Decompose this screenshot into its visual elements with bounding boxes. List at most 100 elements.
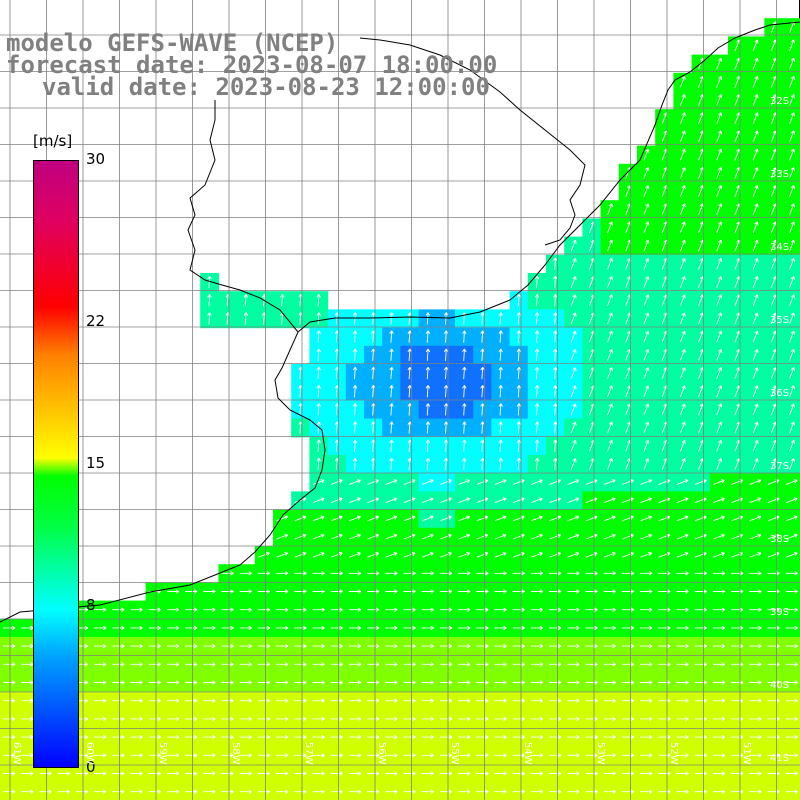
wind-arrow — [94, 789, 107, 794]
wind-arrow — [458, 625, 471, 631]
wind-arrow — [679, 348, 686, 361]
wind-arrow — [403, 607, 416, 612]
wind-arrow — [476, 625, 489, 631]
wind-arrow — [749, 625, 762, 631]
longitude-label: 52W — [668, 742, 679, 765]
wind-arrow — [316, 439, 321, 452]
wind-arrow — [389, 385, 394, 398]
wind-arrow — [785, 643, 798, 649]
wind-arrow — [476, 789, 489, 794]
wind-arrow — [203, 734, 216, 740]
latitude-label: 35S — [770, 315, 790, 326]
wind-arrow — [203, 716, 216, 722]
wind-arrow — [785, 497, 798, 504]
wind-arrow — [130, 625, 143, 631]
wind-arrow — [789, 94, 795, 106]
wind-arrow — [94, 643, 107, 649]
wind-arrow — [221, 607, 234, 612]
wind-arrow — [439, 589, 453, 594]
wind-arrow — [567, 479, 580, 485]
wind-arrow — [549, 607, 562, 612]
wind-arrow — [257, 753, 271, 758]
wind-arrow — [530, 589, 544, 594]
wind-arrow — [348, 716, 362, 722]
wind-arrow — [221, 680, 234, 685]
wind-arrow — [458, 515, 471, 522]
wind-arrow — [458, 607, 471, 612]
wind-arrow — [516, 457, 522, 471]
longitude-label: 51W — [741, 742, 752, 765]
wind-arrow — [203, 625, 216, 631]
wind-arrow — [567, 533, 580, 540]
wind-arrow — [148, 680, 161, 685]
wind-arrow — [257, 716, 271, 722]
wind-arrow — [239, 734, 252, 740]
wind-arrow — [785, 680, 798, 685]
wind-arrow — [421, 643, 434, 649]
wind-arrow — [640, 789, 653, 794]
wind-arrow — [458, 571, 471, 576]
wind-arrow — [312, 734, 325, 740]
wind-arrow — [679, 166, 686, 179]
wind-arrow — [658, 734, 671, 740]
wind-arrow — [789, 203, 795, 216]
wind-arrow — [530, 734, 544, 740]
wind-arrow — [679, 257, 686, 270]
wind-arrow — [603, 551, 616, 558]
wind-arrow — [330, 734, 343, 740]
wind-arrow — [403, 734, 416, 740]
longitude-label: 60W — [84, 742, 95, 765]
wind-arrow — [94, 607, 107, 612]
wind-arrow — [439, 734, 453, 740]
wind-arrow — [494, 643, 507, 649]
wind-arrow — [749, 589, 762, 594]
wind-arrow — [679, 385, 686, 398]
wind-arrow — [676, 789, 689, 794]
wind-arrow — [348, 662, 362, 667]
wind-arrow — [462, 348, 467, 361]
wind-arrow — [749, 789, 762, 794]
wind-arrow — [676, 551, 689, 558]
wind-arrow — [385, 680, 398, 685]
wind-arrow — [570, 439, 577, 452]
wind-arrow — [294, 589, 307, 594]
wind-arrow — [239, 625, 252, 631]
wind-arrow — [752, 185, 759, 197]
wind-arrow — [385, 625, 398, 631]
wind-arrow — [530, 625, 544, 631]
wind-arrow — [713, 551, 725, 558]
wind-arrow — [676, 643, 689, 649]
wind-arrow — [166, 698, 180, 703]
wind-arrow — [534, 457, 540, 471]
wind-arrow — [385, 771, 398, 776]
wind-arrow — [712, 643, 726, 649]
wind-arrow — [785, 551, 798, 558]
wind-arrow — [348, 571, 362, 576]
wind-arrow — [257, 643, 271, 649]
wind-arrow — [621, 662, 635, 667]
wind-arrow — [316, 385, 321, 398]
wind-arrow — [676, 680, 689, 685]
wind-arrow — [785, 515, 798, 522]
wind-arrow — [553, 366, 558, 380]
wind-arrow — [640, 734, 653, 740]
wind-arrow — [316, 403, 321, 416]
wind-arrow — [534, 421, 540, 434]
wind-arrow — [712, 753, 726, 758]
wind-arrow — [440, 515, 452, 522]
wind-arrow — [385, 515, 398, 522]
wind-arrow — [603, 497, 616, 504]
wind-arrow — [239, 571, 252, 576]
wind-arrow — [294, 533, 307, 540]
wind-arrow — [458, 698, 471, 703]
wind-arrow — [752, 112, 759, 125]
wind-arrow — [676, 479, 689, 485]
wind-arrow — [276, 551, 289, 558]
wind-arrow — [512, 515, 525, 522]
wind-arrow — [716, 221, 723, 234]
wind-arrow — [166, 771, 180, 776]
wind-arrow — [767, 607, 780, 612]
wind-arrow — [716, 439, 723, 452]
wind-arrow — [567, 734, 580, 740]
wind-arrow — [570, 312, 577, 325]
